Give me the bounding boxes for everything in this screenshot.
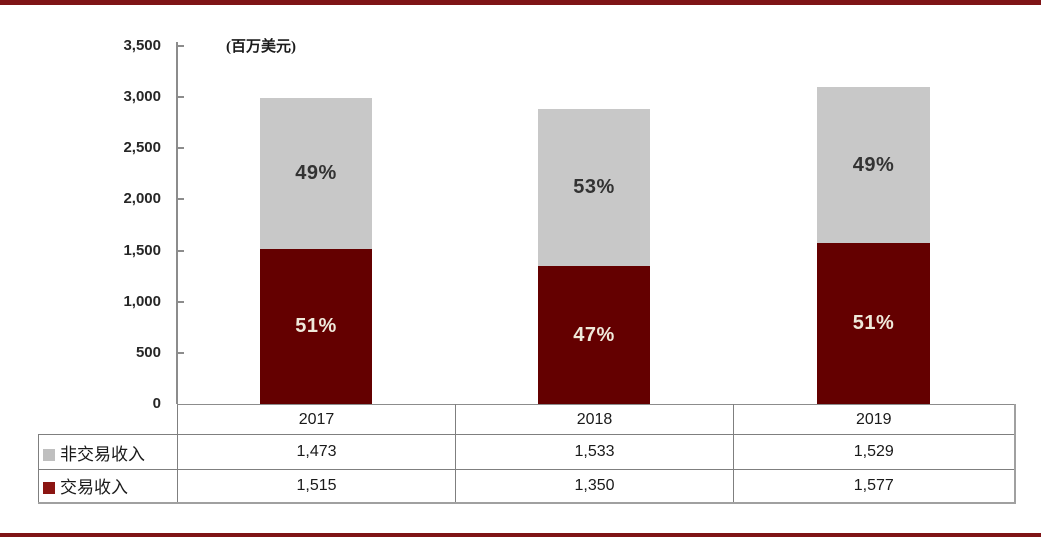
year-cell-2018: 2018	[455, 404, 734, 435]
legend-swatch-red-icon	[43, 482, 55, 495]
y-tick-mark	[177, 250, 184, 252]
axis-unit-label: (百万美元)	[226, 39, 296, 55]
value-cell: 1,577	[733, 469, 1016, 504]
segment-non-trading: 53%	[538, 109, 650, 266]
pct-label: 49%	[295, 162, 337, 184]
table-header-row: 2017 2018 2019	[39, 404, 1016, 435]
bar-2018: 53% 47%	[538, 109, 650, 404]
pct-label: 49%	[852, 153, 895, 176]
table-ghost-cell	[39, 405, 178, 435]
value-cell: 1,533	[455, 434, 734, 470]
segment-trading: 47%	[538, 266, 650, 404]
table-row-non-trading: 非交易收入 1,473 1,533 1,529	[38, 434, 1016, 470]
y-tick-label: 0	[152, 395, 161, 412]
segment-trading: 51%	[260, 249, 372, 404]
y-tick-mark	[177, 198, 184, 200]
y-axis-line	[176, 42, 178, 404]
bar-2017: 49% 51%	[260, 98, 372, 404]
year-cell-2017: 2017	[177, 404, 456, 435]
y-tick-mark	[177, 45, 184, 47]
legend-item-trading: 交易收入	[38, 469, 178, 504]
y-tick-label: 2,000	[123, 190, 161, 207]
y-tick-label: 2,500	[123, 139, 161, 156]
value-cell: 1,529	[733, 434, 1016, 470]
legend-label: 交易收入	[60, 478, 128, 498]
year-cell-2019: 2019	[733, 404, 1016, 435]
segment-non-trading: 49%	[260, 98, 372, 249]
y-tick-mark	[177, 352, 184, 354]
legend-swatch-gray-icon	[43, 448, 55, 461]
value-cell: 1,515	[177, 469, 456, 504]
legend-label: 非交易收入	[60, 444, 145, 464]
y-tick-label: 500	[135, 344, 161, 361]
y-tick-label: 1,500	[123, 242, 161, 259]
value-cell: 1,473	[177, 434, 456, 470]
y-tick-mark	[177, 147, 184, 149]
value-cell: 1,350	[455, 469, 734, 504]
segment-non-trading: 49%	[817, 87, 930, 243]
y-tick-label: 3,000	[123, 88, 161, 105]
y-tick-mark	[177, 301, 184, 303]
pct-label: 51%	[295, 315, 337, 337]
top-rule	[0, 0, 1041, 5]
pct-label: 53%	[573, 176, 615, 198]
pct-label: 47%	[573, 323, 615, 346]
pct-label: 51%	[852, 312, 895, 334]
y-tick-label: 3,500	[123, 37, 161, 54]
table-row-trading: 交易收入 1,515 1,350 1,577	[38, 469, 1016, 504]
segment-trading: 51%	[817, 243, 930, 404]
y-tick-mark	[177, 96, 184, 98]
bottom-rule	[0, 533, 1041, 537]
legend-item-non-trading: 非交易收入	[38, 434, 178, 470]
bar-2019: 49% 51%	[817, 87, 930, 404]
y-tick-label: 1,000	[123, 293, 161, 310]
data-table: 2017 2018 2019 非交易收入 1,473 1,533 1,529 交…	[38, 404, 1016, 504]
